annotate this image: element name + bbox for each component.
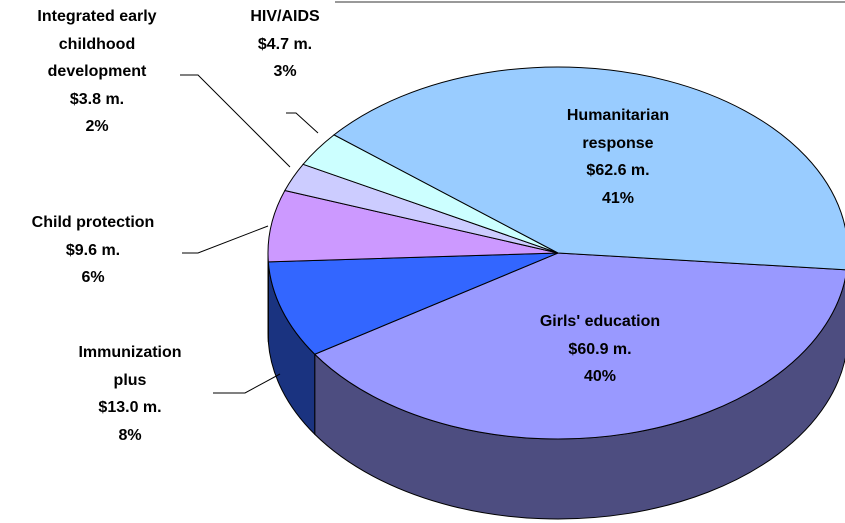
slice-label: HIV/AIDS $4.7 m. 3%	[235, 3, 335, 86]
category-label: Integrated early childhood development	[37, 8, 157, 80]
percent-label: 6%	[81, 269, 105, 286]
slice	[333, 66, 845, 271]
value-label: $60.9 m.	[568, 340, 632, 358]
value-label: $13.0 m.	[98, 399, 162, 416]
category-label: Immunization plus	[78, 344, 182, 389]
leader-line	[286, 112, 319, 134]
slice-label: Immunization plus $13.0 m. 8%	[60, 339, 200, 449]
slice-label: Child protection $9.6 m. 6%	[0, 209, 186, 292]
slice	[267, 252, 559, 355]
slice-label: Humanitarian response $62.6 m. 41%	[543, 102, 693, 212]
percent-label: 3%	[273, 63, 297, 80]
leader-lines	[180, 74, 319, 394]
leader-line	[182, 225, 269, 254]
category-label: Humanitarian response	[566, 107, 670, 152]
percent-label: 2%	[85, 118, 109, 135]
value-label: $3.8 m.	[69, 90, 125, 108]
value-label: $9.6 m.	[65, 241, 121, 259]
category-label: Child protection	[31, 214, 155, 231]
percent-label: 41%	[601, 189, 635, 207]
value-label: $62.6 m.	[586, 162, 650, 179]
slice-label: Girls' education $60.9 m. 40%	[500, 308, 700, 391]
leader-line	[180, 74, 291, 168]
percent-label: 8%	[118, 426, 142, 444]
value-label: $4.7 m.	[257, 35, 313, 53]
percent-label: 40%	[583, 368, 617, 385]
category-label: HIV/AIDS	[250, 8, 320, 25]
slices	[267, 66, 845, 520]
slice-label: Integrated early childhood development $…	[12, 3, 182, 141]
category-label: Girls' education	[539, 313, 661, 330]
leader-line	[213, 373, 281, 394]
